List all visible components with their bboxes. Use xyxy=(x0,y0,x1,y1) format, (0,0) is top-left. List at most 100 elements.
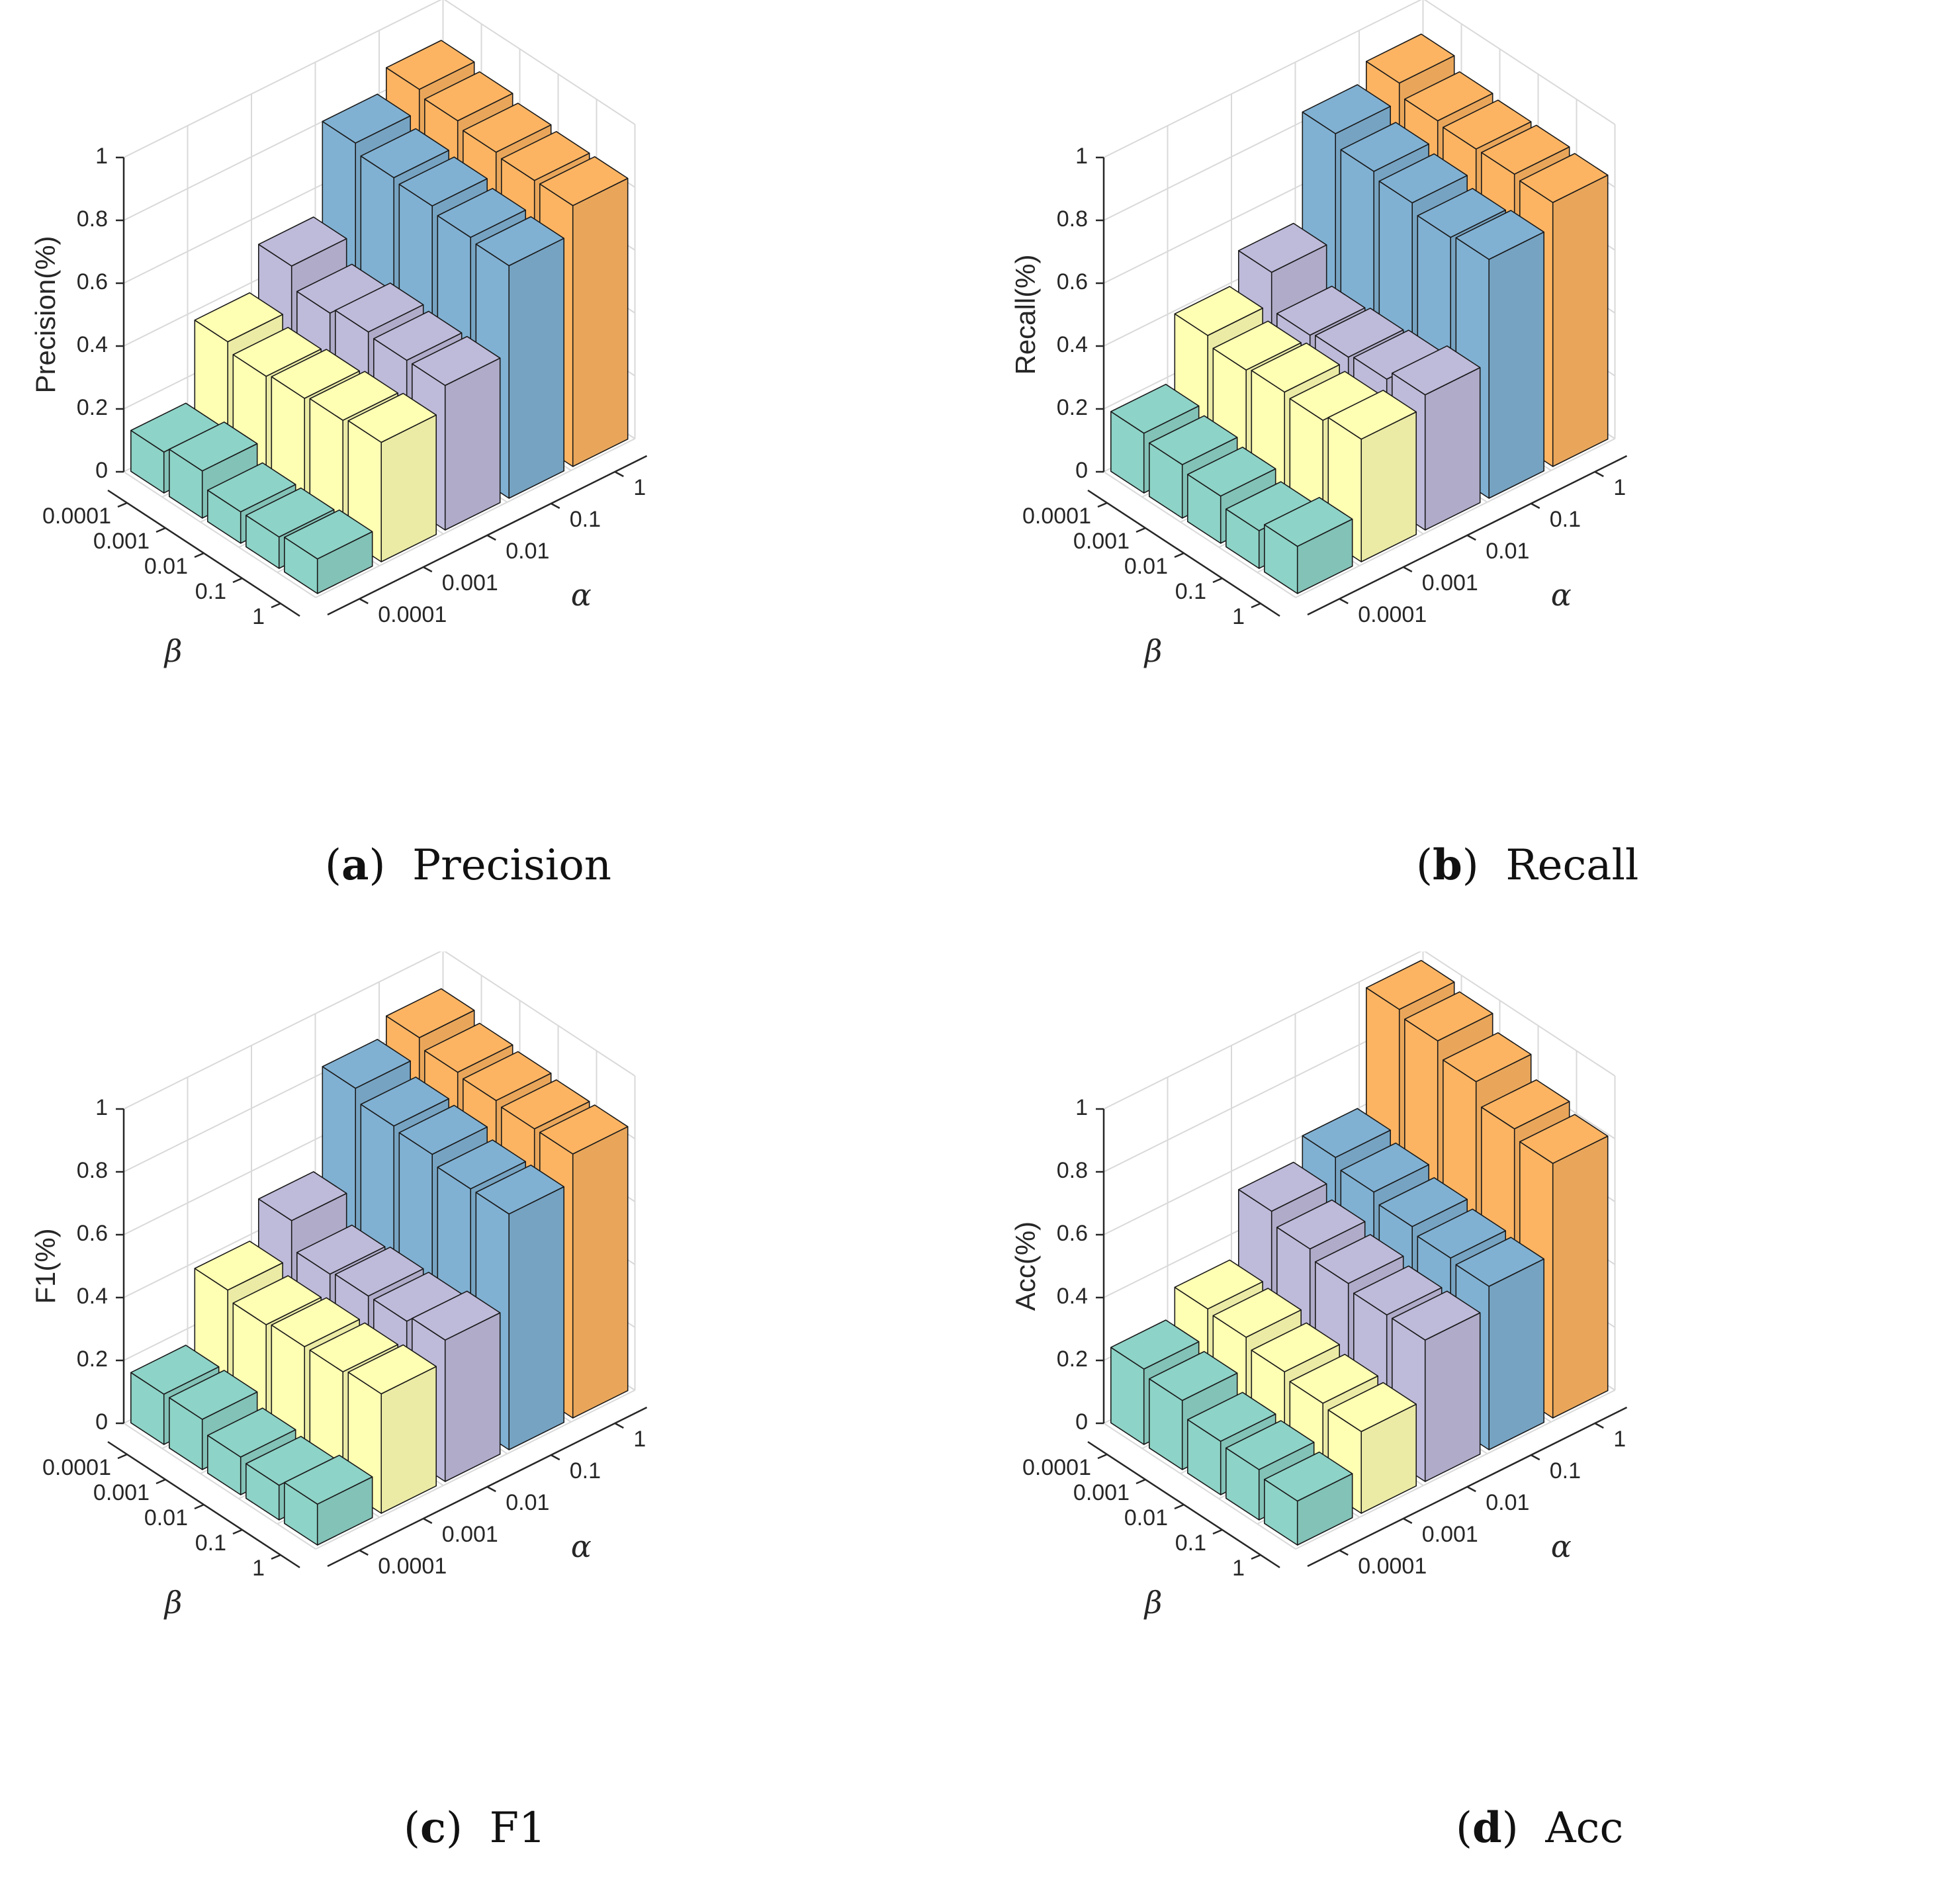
alpha-tick-mark xyxy=(1466,1485,1476,1493)
bar-top-face xyxy=(334,1246,424,1297)
z-axis-label: F1(%) xyxy=(30,1228,61,1304)
z-tick-label: 1 xyxy=(95,1095,108,1120)
bar-top-face xyxy=(385,40,475,90)
panel-b-caption-text: Recall xyxy=(1505,841,1639,890)
grid-line xyxy=(1295,438,1615,598)
bar-top-face xyxy=(1225,1420,1315,1470)
beta-tick-label: 0.01 xyxy=(1124,554,1168,579)
bar xyxy=(1263,496,1353,594)
bar-top-face xyxy=(373,310,463,361)
beta-tick-label: 1 xyxy=(1232,1556,1245,1581)
panel-d-chart: 00.20.40.60.81Acc(%)0.00010.0010.010.11β… xyxy=(1010,952,1628,1620)
alpha-tick-mark xyxy=(551,1454,560,1461)
panel-a-caption-letter: a xyxy=(341,840,369,890)
beta-tick-label: 0.01 xyxy=(144,1505,188,1530)
bar-right-face xyxy=(1552,1135,1609,1419)
alpha-tick-mark xyxy=(551,502,560,509)
beta-tick-label: 1 xyxy=(252,1556,265,1581)
bar-top-face xyxy=(296,1224,386,1275)
bar-top-face xyxy=(437,187,527,238)
z-tick-label: 0 xyxy=(95,458,108,483)
bar-top-face xyxy=(1212,320,1302,371)
bar-top-face xyxy=(1378,1176,1468,1227)
bar-top-face xyxy=(539,1104,629,1155)
beta-tick-label: 0.0001 xyxy=(1022,1455,1091,1480)
bar-top-face xyxy=(1251,1322,1341,1373)
bar-top-face xyxy=(322,93,412,144)
alpha-tick-mark xyxy=(359,1549,369,1556)
bar-top-face xyxy=(1237,1161,1327,1212)
bar xyxy=(283,1454,373,1546)
alpha-tick-mark xyxy=(1403,1517,1413,1525)
beta-tick-mark xyxy=(1174,552,1184,558)
alpha-tick-mark xyxy=(1339,597,1349,605)
bar-top-face xyxy=(1403,71,1493,122)
z-tick-label: 0.2 xyxy=(1057,1347,1088,1372)
bar-top-face xyxy=(411,1290,501,1341)
beta-tick-label: 0.1 xyxy=(1175,579,1206,604)
panel-a-caption: (a) Precision xyxy=(325,840,611,890)
alpha-tick-label: 0.001 xyxy=(1422,1522,1478,1547)
alpha-axis-label: α xyxy=(1551,577,1572,613)
bar-top-face xyxy=(194,292,284,343)
beta-tick-mark xyxy=(1251,602,1261,609)
grid-line xyxy=(123,0,442,158)
bar-top-face xyxy=(283,1454,373,1505)
bar-top-face xyxy=(1442,99,1532,150)
bar-top-face xyxy=(322,1039,412,1089)
bar-top-face xyxy=(500,1079,590,1129)
bar-top-face xyxy=(130,1345,220,1395)
z-tick-label: 0.6 xyxy=(77,269,108,294)
bar-top-face xyxy=(1186,1392,1276,1442)
alpha-tick-label: 0.01 xyxy=(506,1490,549,1515)
alpha-tick-mark xyxy=(423,1517,433,1525)
panel-d-caption-text: Acc xyxy=(1545,1804,1624,1853)
bar-top-face xyxy=(1480,1079,1570,1129)
grid-line xyxy=(123,471,316,598)
bar-top-face xyxy=(1519,153,1609,203)
bar-top-face xyxy=(347,1344,437,1395)
beta-tick-mark xyxy=(194,1503,204,1510)
bar xyxy=(283,509,373,594)
bar-top-face xyxy=(1442,1032,1532,1083)
bar-top-face xyxy=(398,1104,488,1155)
z-tick-label: 0.8 xyxy=(77,1158,108,1183)
beta-tick-mark xyxy=(1212,1528,1223,1535)
bar-top-face xyxy=(169,1370,258,1420)
grid-line xyxy=(443,0,636,125)
bar-top-face xyxy=(1149,415,1238,466)
grid-line xyxy=(443,952,636,1077)
bar-top-face xyxy=(257,1171,347,1221)
beta-tick-label: 0.001 xyxy=(1073,529,1130,554)
bar xyxy=(347,1344,437,1514)
panel-b-chart: 00.20.40.60.81Recall(%)0.00010.0010.010.… xyxy=(1010,0,1628,669)
alpha-tick-mark xyxy=(486,534,496,541)
bar-top-face xyxy=(1378,153,1468,204)
bar-right-face xyxy=(444,357,501,531)
bar-top-face xyxy=(437,1139,527,1190)
panel-c-caption-text: F1 xyxy=(489,1804,546,1853)
beta-tick-mark xyxy=(1174,1503,1184,1510)
bar-top-face xyxy=(475,216,565,267)
bar-right-face xyxy=(508,238,565,499)
bar-top-face xyxy=(1391,345,1481,396)
panel-b-caption: (b) Recall xyxy=(1416,840,1639,890)
alpha-tick-label: 1 xyxy=(1613,475,1626,500)
alpha-tick-mark xyxy=(1531,1454,1540,1461)
bar-top-face xyxy=(360,128,450,179)
bar-top-face xyxy=(283,509,373,560)
bar-top-face xyxy=(1340,1142,1430,1193)
bar-top-face xyxy=(1212,1288,1302,1338)
bar-top-face xyxy=(1263,496,1353,547)
bar-top-face xyxy=(1327,389,1417,440)
bar-top-face xyxy=(411,335,501,386)
beta-tick-label: 0.01 xyxy=(1124,1505,1168,1530)
grid-line xyxy=(1103,0,1422,158)
bar-top-face xyxy=(1365,33,1455,84)
beta-tick-mark xyxy=(1097,502,1108,508)
panel-c-caption-letter: c xyxy=(420,1803,446,1853)
z-tick-label: 0.8 xyxy=(1057,206,1088,232)
bar-top-face xyxy=(475,1164,565,1215)
beta-tick-label: 0.1 xyxy=(1175,1530,1206,1556)
